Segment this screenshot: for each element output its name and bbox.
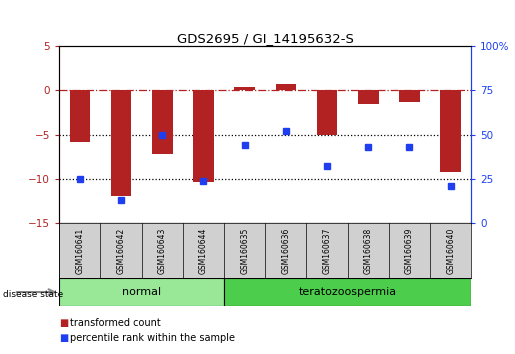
- Bar: [317, 90, 337, 135]
- Text: teratozoospermia: teratozoospermia: [299, 287, 397, 297]
- Bar: [152, 90, 173, 154]
- Bar: [193, 90, 214, 182]
- Text: disease state: disease state: [3, 290, 63, 299]
- Bar: [70, 90, 90, 142]
- Bar: [399, 90, 420, 102]
- Text: GSM160640: GSM160640: [446, 227, 455, 274]
- Text: GSM160635: GSM160635: [240, 227, 249, 274]
- Bar: [358, 90, 379, 103]
- Text: normal: normal: [122, 287, 161, 297]
- Bar: [440, 90, 461, 172]
- Text: GSM160644: GSM160644: [199, 227, 208, 274]
- Bar: [224, 278, 471, 306]
- Text: GSM160637: GSM160637: [322, 227, 332, 274]
- Bar: [59, 278, 224, 306]
- Bar: [111, 90, 131, 196]
- Text: percentile rank within the sample: percentile rank within the sample: [70, 333, 234, 343]
- Bar: [234, 87, 255, 90]
- Text: ■: ■: [59, 333, 68, 343]
- Text: ■: ■: [59, 318, 68, 328]
- Text: GSM160641: GSM160641: [75, 227, 84, 274]
- Text: GSM160636: GSM160636: [281, 227, 290, 274]
- Text: GSM160642: GSM160642: [116, 227, 126, 274]
- Bar: [276, 84, 296, 90]
- Text: GSM160643: GSM160643: [158, 227, 167, 274]
- Title: GDS2695 / GI_14195632-S: GDS2695 / GI_14195632-S: [177, 32, 354, 45]
- Text: GSM160638: GSM160638: [364, 227, 373, 274]
- Text: GSM160639: GSM160639: [405, 227, 414, 274]
- Text: transformed count: transformed count: [70, 318, 160, 328]
